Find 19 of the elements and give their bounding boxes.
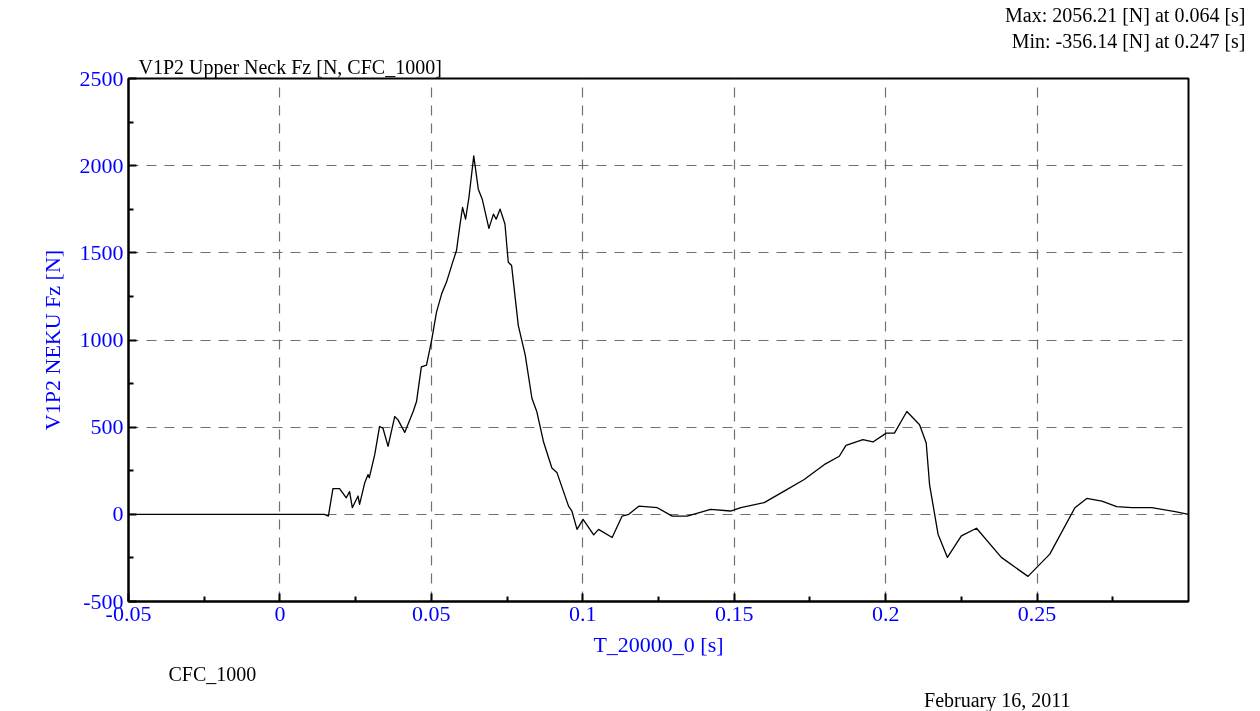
x-tick-label: 0.1 — [569, 600, 597, 626]
text: CFC_1000 — [168, 662, 257, 685]
y-tick-label: 2000 — [79, 152, 124, 178]
y-tick-label: 1000 — [79, 327, 124, 352]
chart-title: V1P2 Upper Neck Fz [N, CFC_1000] — [138, 55, 442, 79]
y-tick-label: 2500 — [79, 65, 124, 91]
x-tick-label: 0 — [274, 600, 286, 626]
x-axis-title: T_20000_0 [s] — [593, 631, 724, 657]
x-tick-label: 0.2 — [871, 600, 900, 626]
text: Min: -356.14 [N] at 0.247 [s] — [1011, 29, 1246, 52]
y-tick-label: 0 — [112, 501, 124, 527]
y-axis-title: V1P2 NEKU Fz [N] — [39, 249, 65, 431]
text: February 16, 2011 — [924, 688, 1071, 711]
x-tick-label: 0.05 — [412, 600, 451, 626]
x-tick-label: 0.25 — [1017, 600, 1057, 626]
y-tick-label: 500 — [90, 414, 124, 440]
x-tick-label: 0.15 — [714, 600, 754, 626]
text: Max: 2056.21 [N] at 0.064 [s] — [1004, 3, 1246, 26]
y-tick-label: 1500 — [79, 239, 124, 265]
